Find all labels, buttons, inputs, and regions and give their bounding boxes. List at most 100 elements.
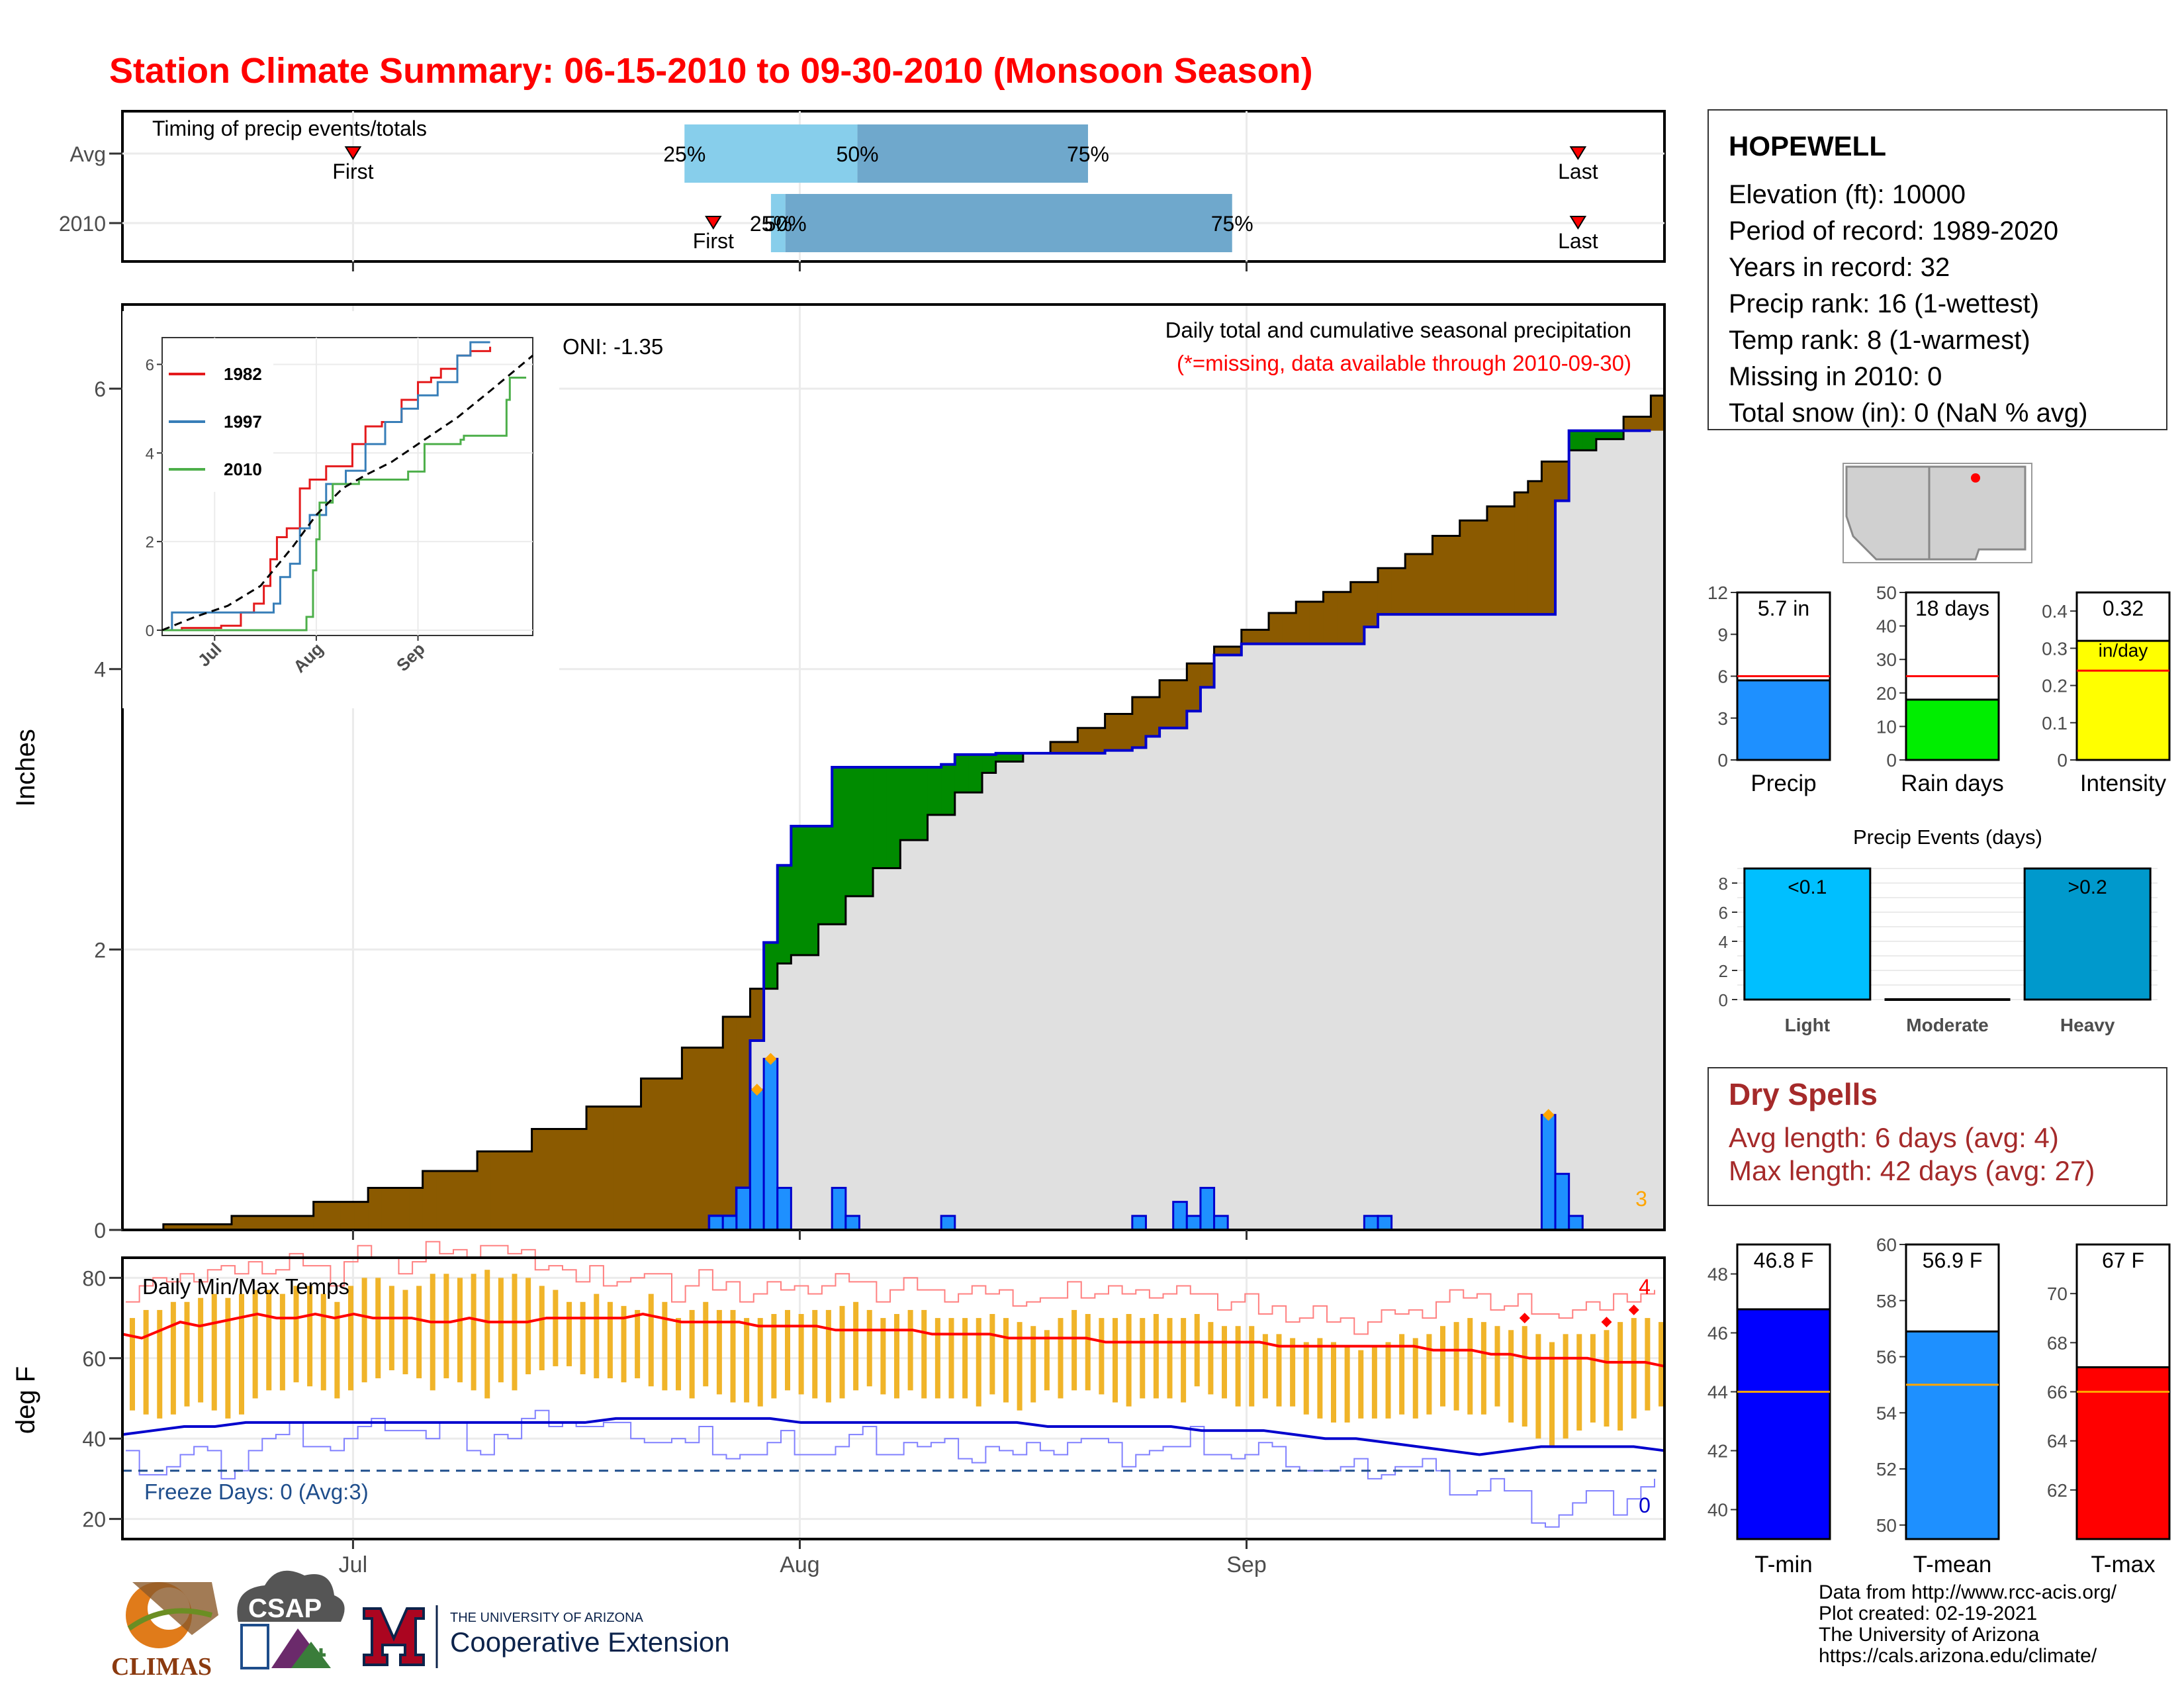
precip-deficit-fill bbox=[300, 1215, 314, 1230]
temps-daily-bar bbox=[907, 1309, 913, 1391]
temps-daily-bar bbox=[839, 1305, 845, 1399]
precip-deficit-fill bbox=[1105, 714, 1119, 751]
events-bar-heavy bbox=[2023, 867, 2152, 1001]
precip-summary-ytick-label: 0 bbox=[1717, 750, 1728, 771]
temps-daily-bar bbox=[498, 1278, 504, 1383]
precip-cum-gray bbox=[1228, 655, 1242, 1230]
temps-freeze-label: Freeze Days: 0 (Avg:3) bbox=[144, 1479, 369, 1504]
precip-deficit-fill bbox=[177, 1224, 191, 1230]
precip-deficit-fill bbox=[1527, 481, 1543, 615]
precip-deficit-fill bbox=[1555, 461, 1570, 501]
precip-deficit-fill bbox=[490, 1151, 505, 1230]
events-bar-label: >0.2 bbox=[2068, 876, 2107, 898]
precip-surplus-fill bbox=[777, 865, 792, 964]
precip-surplus-fill bbox=[1009, 753, 1024, 762]
precip-cum-gray bbox=[1391, 614, 1406, 1230]
precip-deficit-fill bbox=[1241, 630, 1256, 644]
precip-surplus-fill bbox=[968, 754, 983, 793]
precip-cum-gray bbox=[804, 955, 819, 1230]
precip-surplus-fill bbox=[982, 754, 997, 773]
temps-daily-bar bbox=[894, 1314, 899, 1399]
temps-record-marker bbox=[1519, 1313, 1530, 1324]
precip-deficit-fill bbox=[204, 1224, 218, 1230]
precip-cum-gray bbox=[1009, 761, 1024, 1230]
temps-daily-bar bbox=[1344, 1346, 1350, 1423]
precip-cum-gray bbox=[1541, 614, 1556, 1230]
precip-deficit-fill bbox=[1459, 520, 1474, 615]
station-elevation: Elevation (ft): 10000 bbox=[1729, 180, 1966, 209]
precip-daily-marker bbox=[1542, 1109, 1555, 1121]
tmean-summary-value-bar bbox=[1905, 1330, 2000, 1540]
temps-daily-bar bbox=[1126, 1314, 1132, 1407]
precip-deficit-fill bbox=[614, 1106, 628, 1230]
precip-deficit-fill bbox=[1651, 395, 1665, 431]
events-category-label: Heavy bbox=[2060, 1015, 2115, 1035]
temps-daily-bar bbox=[525, 1278, 531, 1375]
precip-deficit-fill bbox=[1064, 741, 1078, 753]
temps-daily-bar bbox=[1617, 1322, 1623, 1431]
precip-deficit-fill bbox=[627, 1106, 642, 1230]
temps-daily-bar bbox=[320, 1293, 326, 1391]
precip-daily-marker bbox=[751, 1084, 763, 1096]
temps-daily-bar bbox=[1262, 1334, 1268, 1399]
precip-cum-gray bbox=[1500, 614, 1515, 1230]
intensity-summary-ytick-label: 0.1 bbox=[2042, 713, 2068, 733]
precip-deficit-fill bbox=[723, 1017, 737, 1216]
precip-daily-marker bbox=[764, 1053, 777, 1065]
precip-cum-gray bbox=[1023, 753, 1038, 1230]
ua-logo: THE UNIVERSITY OF ARIZONA Cooperative Ex… bbox=[363, 1605, 730, 1668]
precip-deficit-fill bbox=[1309, 602, 1324, 644]
temps-daily-bar bbox=[512, 1274, 518, 1391]
precip-deficit-fill bbox=[477, 1151, 492, 1230]
precip-daily-bar bbox=[1363, 1215, 1379, 1231]
temps-daily-bar bbox=[853, 1301, 859, 1391]
precip-deficit-fill bbox=[1418, 554, 1433, 615]
timing-label-75: 75% bbox=[1067, 142, 1109, 166]
tmean-summary-ytick-label: 52 bbox=[1876, 1459, 1897, 1479]
temps-ytick-label: 20 bbox=[82, 1508, 106, 1532]
precip-deficit-fill bbox=[1337, 592, 1351, 644]
tmax-summary-ytick-label: 64 bbox=[2047, 1431, 2068, 1452]
precip-deficit-fill bbox=[586, 1106, 601, 1230]
credit-plot-created: Plot created: 02-19-2021 bbox=[1819, 1603, 2038, 1624]
precip-cum-gray bbox=[832, 924, 846, 1230]
timing-marker-last bbox=[1569, 146, 1587, 160]
precip-cum-gray bbox=[1432, 614, 1447, 1230]
precip-daily-bar bbox=[1131, 1215, 1147, 1231]
precip-cum-gray bbox=[982, 773, 997, 1230]
precip-surplus-fill bbox=[927, 767, 942, 816]
temps-daily-bar bbox=[1453, 1322, 1459, 1411]
tmax-summary-ytick-label: 68 bbox=[2047, 1333, 2068, 1353]
precip-deficit-fill bbox=[163, 1224, 178, 1230]
precip-oni-label: ONI: -1.35 bbox=[563, 334, 663, 359]
precip-surplus-fill bbox=[886, 767, 901, 868]
temps-daily-bar bbox=[1071, 1309, 1077, 1391]
precip-deficit-fill bbox=[709, 1047, 723, 1216]
temps-daily-bar bbox=[457, 1278, 463, 1383]
temps-daily-bar bbox=[416, 1286, 422, 1379]
temps-daily-bar bbox=[1058, 1318, 1064, 1399]
temps-daily-bar bbox=[1549, 1342, 1555, 1447]
temps-daily-bar bbox=[771, 1314, 777, 1399]
precip-cum-gray bbox=[941, 815, 956, 1230]
temps-daily-bar bbox=[825, 1309, 831, 1403]
precip-deficit-fill bbox=[504, 1151, 519, 1230]
raindays-summary-ytick-label: 20 bbox=[1876, 683, 1897, 704]
credits: Data from http://www.rcc-acis.org/ Plot … bbox=[1819, 1582, 2116, 1667]
credit-university: The University of Arizona bbox=[1819, 1624, 2040, 1646]
inset-ytick-label: 4 bbox=[146, 445, 154, 463]
tmin-summary-axis-label: T-min bbox=[1754, 1552, 1813, 1577]
csap-logo: CSAP bbox=[237, 1570, 345, 1669]
raindays-summary-axis-label: Rain days bbox=[1901, 771, 2004, 796]
precip-daily-bar bbox=[1568, 1215, 1584, 1231]
temps-daily-bar bbox=[1358, 1350, 1364, 1419]
events-bar-light bbox=[1743, 867, 1872, 1001]
precip-deficit-fill bbox=[1405, 554, 1420, 615]
precip-deficit-fill bbox=[1350, 582, 1365, 644]
precip-summary-axis-label: Precip bbox=[1751, 771, 1816, 796]
temps-daily-bar bbox=[388, 1286, 394, 1370]
credit-data-source: Data from http://www.rcc-acis.org/ bbox=[1819, 1581, 2117, 1603]
precip-deficit-fill bbox=[340, 1201, 355, 1230]
timing-label-50: 50% bbox=[764, 212, 807, 236]
